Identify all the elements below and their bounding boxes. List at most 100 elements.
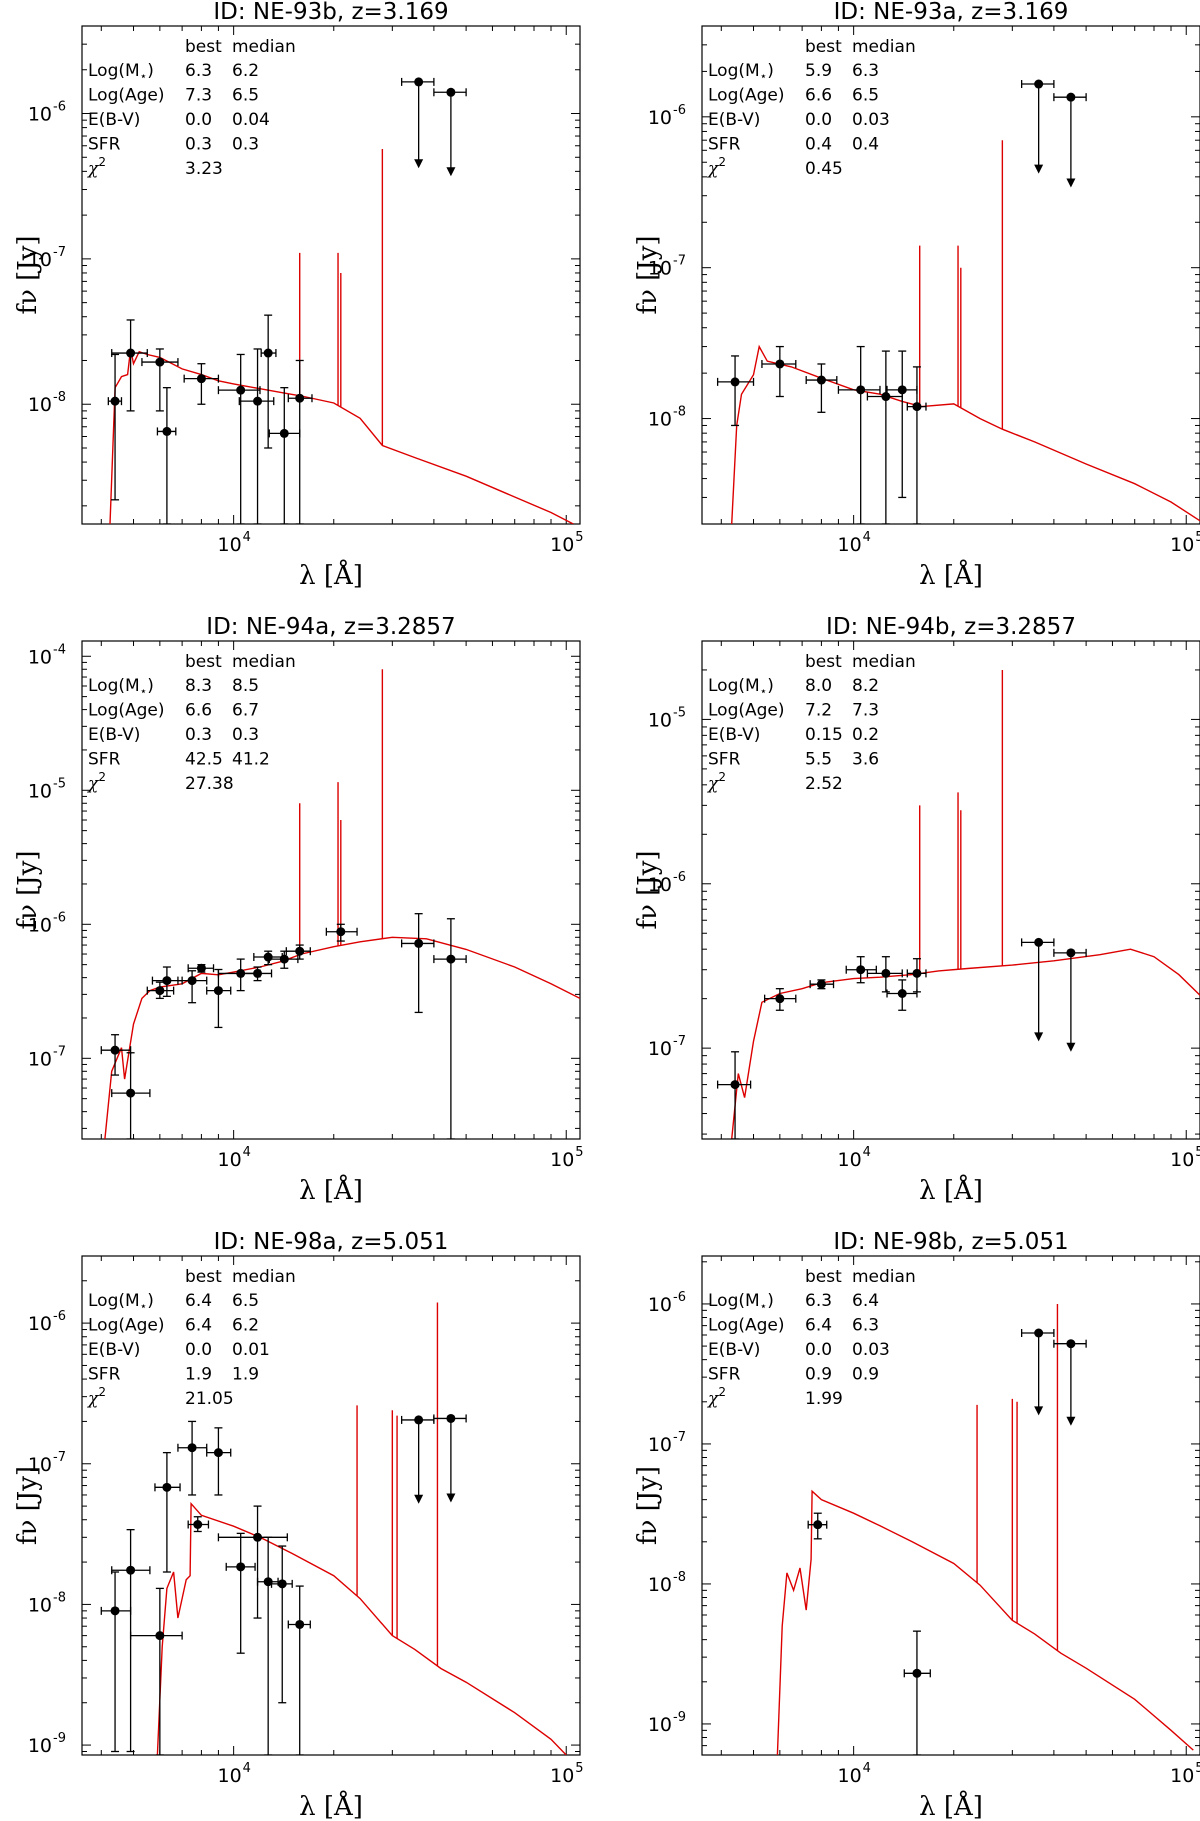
table-value-best: 6.4 [185,1316,212,1336]
y-axis-label: fν [Jy] [13,235,43,314]
data-point [730,377,740,387]
table-header-median: median [852,652,916,672]
data-point [196,963,206,973]
plot-area [716,79,1200,524]
table-value-best: 27.38 [185,774,234,794]
y-tick-exponent: -7 [673,254,686,269]
y-tick-exponent: -6 [53,910,66,925]
y-axis-label: fν [Jy] [633,850,663,929]
x-tick-exponent: 5 [1195,1145,1200,1160]
table-value-best: 0.45 [805,159,843,179]
table-row-label: Log(Age) [88,701,165,721]
data-point [730,1080,740,1090]
panel-title: ID: NE-98b, z=5.051 [833,1229,1068,1255]
table-row-label: E(B-V) [708,1340,760,1360]
data-point [775,994,785,1004]
x-tick-exponent: 4 [863,530,871,545]
y-tick-exponent: -4 [53,642,66,657]
upper-limit-arrow-head [446,167,456,177]
table-row-label: E(B-V) [88,1340,140,1360]
plot-frame [81,25,581,525]
table-row-label: Log(M⋆) [708,61,774,83]
table-value-median: 0.03 [852,110,890,130]
model-sed-curve [156,1501,567,1755]
table-value-median: 6.3 [852,61,879,81]
x-tick-label: 10 [838,534,862,556]
data-point [295,393,305,403]
y-tick-label: 10 [28,1735,52,1757]
model-sed-curve [731,344,1200,524]
table-value-best: 0.3 [185,135,212,155]
table-row-label: χ2 [87,1385,106,1409]
y-axis-label: fν [Jy] [633,235,663,314]
table-value-best: 0.0 [805,110,832,130]
data-point [912,402,922,412]
panel-title: ID: NE-94b, z=3.2857 [826,614,1076,640]
y-tick-label: 10 [28,646,52,668]
panel-title: ID: NE-94a, z=3.2857 [206,614,455,640]
upper-limit-point [1066,92,1076,102]
y-axis-label: fν [Jy] [633,1466,663,1545]
y-tick-label: 10 [648,409,672,431]
x-tick-exponent: 4 [863,1761,871,1776]
table-value-median: 6.2 [232,61,259,81]
model-sed-curve [731,948,1200,1139]
data-point [236,1562,246,1572]
x-tick-exponent: 5 [1195,530,1200,545]
plot-area [100,1302,567,1755]
y-tick-exponent: -7 [673,1034,686,1049]
y-tick-exponent: -6 [53,100,66,115]
y-tick-exponent: -8 [53,1590,66,1605]
table-row-label: SFR [708,1365,741,1385]
table-value-best: 7.2 [805,701,832,721]
table-value-median: 0.3 [232,135,259,155]
table-row-label: SFR [708,750,741,770]
data-point [187,1443,197,1453]
table-value-median: 0.9 [852,1365,879,1385]
x-tick-label: 10 [218,1149,242,1171]
x-tick-label: 10 [550,1765,574,1787]
y-tick-label: 10 [648,1294,672,1316]
y-axis-label: fν [Jy] [13,850,43,929]
data-point [295,946,305,956]
table-row-label: Log(Age) [88,1316,165,1336]
table-row-label: χ2 [87,770,106,794]
table-value-median: 8.2 [852,676,879,696]
table-row-label: SFR [88,135,121,155]
y-tick-label: 10 [648,874,672,896]
y-tick-label: 10 [648,1434,672,1456]
panel-title: ID: NE-98a, z=5.051 [214,1229,449,1255]
table-row-label: χ2 [707,770,726,794]
table-row-label: Log(M⋆) [88,1291,154,1313]
y-tick-exponent: -8 [53,390,66,405]
upper-limit-arrow-head [1034,1406,1044,1416]
x-tick-label: 10 [1170,1765,1194,1787]
y-tick-exponent: -6 [673,870,686,885]
x-tick-exponent: 5 [575,530,583,545]
table-row-label: E(B-V) [88,110,140,130]
table-value-best: 0.0 [185,1340,212,1360]
table-value-best: 8.3 [185,676,212,696]
table-value-best: 1.9 [185,1365,212,1385]
x-tick-exponent: 5 [1195,1761,1200,1776]
x-tick-label: 10 [218,1765,242,1787]
upper-limit-arrow-head [1034,1032,1044,1042]
data-point [336,927,346,937]
table-value-best: 6.3 [805,1291,832,1311]
y-tick-label: 10 [648,1038,672,1060]
y-tick-label: 10 [648,1714,672,1736]
upper-limit-point [414,77,424,87]
upper-limit-arrow-head [1066,1416,1076,1426]
y-tick-label: 10 [28,780,52,802]
table-row-label: Log(M⋆) [708,676,774,698]
table-value-best: 0.0 [805,1340,832,1360]
upper-limit-arrow-head [414,1494,424,1504]
table-header-best: best [185,1267,222,1287]
upper-limit-arrow-head [1066,1042,1076,1052]
table-value-best: 8.0 [805,676,832,696]
plot-area [716,669,1200,1139]
y-tick-label: 10 [28,249,52,271]
plot-area [107,77,574,524]
data-point [263,1577,273,1587]
